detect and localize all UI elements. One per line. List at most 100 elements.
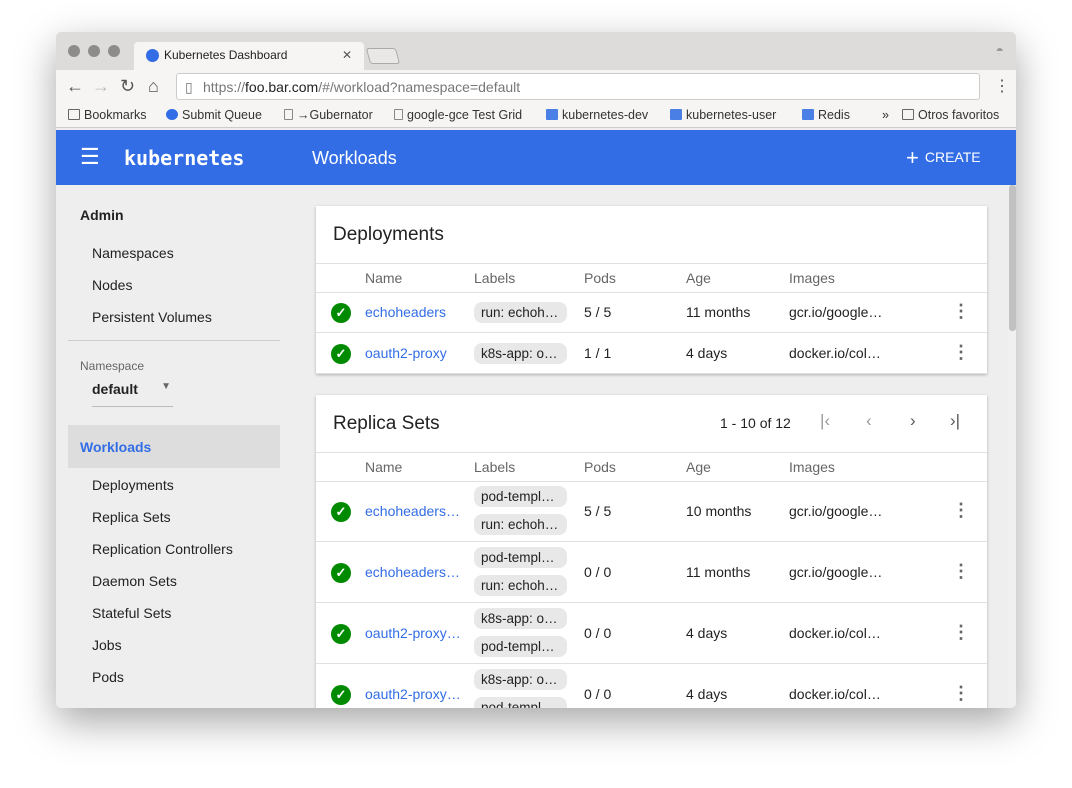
- sidebar-item-nodes[interactable]: Nodes: [92, 277, 133, 293]
- resource-name-link[interactable]: oauth2-proxy…: [365, 685, 461, 702]
- pods-count: 5 / 5: [584, 303, 612, 320]
- pods-count: 0 / 0: [584, 624, 612, 641]
- sidebar-item-admin[interactable]: Admin: [80, 207, 124, 223]
- table-row: ✓ echoheaders… pod-templ… run: echoh… 0 / 0…: [316, 542, 987, 603]
- table-row: ✓ echoheaders run: echoh… 5 / 5 11 months …: [316, 292, 987, 333]
- bookmark-label: Otros favoritos: [918, 108, 1000, 122]
- image: gcr.io/google…: [789, 502, 883, 519]
- url-host: foo.bar.com: [245, 79, 319, 95]
- sidebar-item-pods[interactable]: Pods: [92, 669, 124, 685]
- close-window-button[interactable]: [68, 45, 80, 57]
- create-button[interactable]: + CREATE: [906, 145, 981, 171]
- column-age[interactable]: Age: [686, 459, 711, 475]
- bookmarks-bar: Bookmarks Submit Queue →Gubernator googl…: [56, 104, 1016, 128]
- table-row: ✓ oauth2-proxy… k8s-app: o… pod-templ… 0 / …: [316, 603, 987, 664]
- browser-tab[interactable]: Kubernetes Dashboard ✕: [134, 42, 364, 70]
- browser-toolbar: ← → ↻ ⌂ ▯ https://foo.bar.com/#/workload?…: [56, 70, 1016, 104]
- menu-icon[interactable]: ⋮: [994, 78, 1010, 95]
- sidebar: Admin Namespaces Nodes Persistent Volume…: [56, 185, 296, 708]
- more-actions-icon[interactable]: ⋮: [952, 682, 970, 703]
- hamburger-menu-icon[interactable]: ☰: [80, 144, 100, 169]
- label-chip: run: echoh…: [474, 575, 567, 596]
- scrollbar[interactable]: [1008, 185, 1016, 708]
- column-name[interactable]: Name: [365, 459, 403, 475]
- bookmark-folder[interactable]: Bookmarks: [68, 108, 147, 122]
- label-chip: k8s-app: o…: [474, 608, 567, 629]
- column-images: Images: [789, 270, 835, 286]
- bookmark[interactable]: kubernetes-user: [670, 108, 776, 122]
- sidebar-item-jobs[interactable]: Jobs: [92, 637, 122, 653]
- bookmark-label: →Gubernator: [297, 108, 373, 122]
- scrollbar-thumb[interactable]: [1009, 185, 1016, 331]
- sidebar-item-namespaces[interactable]: Namespaces: [92, 245, 174, 261]
- resource-name-link[interactable]: echoheaders…: [365, 502, 460, 519]
- page-title: Workloads: [312, 148, 397, 168]
- title-bar: Kubernetes Dashboard ✕ ◓: [56, 32, 1016, 70]
- resource-name-link[interactable]: oauth2-proxy…: [365, 624, 461, 641]
- divider: [68, 340, 280, 341]
- table-row: ✓ echoheaders… pod-templ… run: echoh… 5 / 5…: [316, 481, 987, 542]
- sidebar-item-stateful-sets[interactable]: Stateful Sets: [92, 605, 172, 621]
- first-page-icon[interactable]: |‹: [820, 411, 831, 430]
- status-ok-icon: ✓: [331, 684, 351, 705]
- new-tab-button[interactable]: [365, 48, 401, 64]
- pagination-range: 1 - 10 of 12: [720, 415, 791, 431]
- resource-name-link[interactable]: oauth2-proxy: [365, 344, 447, 361]
- more-actions-icon[interactable]: ⋮: [952, 300, 970, 321]
- sidebar-item-replication-controllers[interactable]: Replication Controllers: [92, 541, 233, 557]
- bookmark[interactable]: kubernetes-dev: [546, 108, 648, 122]
- home-icon[interactable]: ⌂: [148, 76, 159, 96]
- more-actions-icon[interactable]: ⋮: [952, 499, 970, 520]
- sidebar-item-persistent-volumes[interactable]: Persistent Volumes: [92, 309, 212, 325]
- image: gcr.io/google…: [789, 303, 883, 320]
- bookmark[interactable]: Submit Queue: [166, 108, 262, 122]
- resource-name-link[interactable]: echoheaders…: [365, 563, 460, 580]
- reload-icon[interactable]: ↻: [120, 76, 136, 96]
- more-actions-icon[interactable]: ⋮: [952, 621, 970, 642]
- sidebar-item-daemon-sets[interactable]: Daemon Sets: [92, 573, 177, 589]
- kubernetes-logo[interactable]: kubernetes: [124, 146, 245, 170]
- column-pods: Pods: [584, 270, 616, 286]
- bookmark[interactable]: Redis: [802, 108, 850, 122]
- status-ok-icon: ✓: [331, 623, 351, 644]
- browser-window: Kubernetes Dashboard ✕ ◓ ← → ↻ ⌂ ▯ https:/…: [56, 32, 1016, 708]
- column-name[interactable]: Name: [365, 270, 403, 286]
- age: 11 months: [686, 303, 751, 320]
- address-bar[interactable]: ▯ https://foo.bar.com/#/workload?namespac…: [176, 73, 980, 100]
- more-bookmarks-button[interactable]: »: [882, 108, 889, 122]
- page-icon: ▯: [185, 79, 193, 95]
- plus-icon: +: [906, 145, 919, 170]
- page-icon: [394, 109, 403, 120]
- app-header: ☰ kubernetes Workloads + CREATE: [56, 130, 1016, 185]
- pods-count: 0 / 0: [584, 685, 612, 702]
- namespace-select[interactable]: default ▼: [92, 381, 173, 407]
- column-age[interactable]: Age: [686, 270, 711, 286]
- close-tab-icon[interactable]: ✕: [341, 48, 352, 62]
- more-actions-icon[interactable]: ⋮: [952, 341, 970, 362]
- more-actions-icon[interactable]: ⋮: [952, 560, 970, 581]
- column-labels: Labels: [474, 270, 516, 286]
- bookmark[interactable]: google-gce Test Grid: [394, 108, 522, 122]
- sidebar-item-replica-sets[interactable]: Replica Sets: [92, 509, 171, 525]
- next-page-icon[interactable]: ›: [910, 411, 916, 430]
- image: docker.io/col…: [789, 685, 881, 702]
- last-page-icon[interactable]: ›|: [950, 411, 961, 430]
- sidebar-item-deployments[interactable]: Deployments: [92, 477, 174, 493]
- minimize-window-button[interactable]: [88, 45, 100, 57]
- back-icon[interactable]: ←: [66, 76, 84, 96]
- forward-icon[interactable]: →: [92, 76, 110, 96]
- dropdown-arrow-icon: ▼: [161, 381, 171, 392]
- folder-icon: [902, 109, 914, 120]
- resource-name-link[interactable]: echoheaders: [365, 303, 446, 320]
- other-bookmarks-folder[interactable]: Otros favoritos: [902, 108, 999, 122]
- table-header: Name Labels Pods Age Images: [316, 452, 987, 482]
- bookmark[interactable]: →Gubernator: [284, 108, 373, 122]
- sidebar-item-workloads[interactable]: Workloads: [68, 425, 280, 468]
- label-chip: pod-templ…: [474, 547, 567, 568]
- bookmark-label: Bookmarks: [84, 108, 147, 122]
- previous-page-icon[interactable]: ‹: [866, 411, 872, 430]
- pods-count: 1 / 1: [584, 344, 612, 361]
- zoom-window-button[interactable]: [108, 45, 120, 57]
- status-ok-icon: ✓: [331, 343, 351, 364]
- label-chip: pod-templ…: [474, 486, 567, 507]
